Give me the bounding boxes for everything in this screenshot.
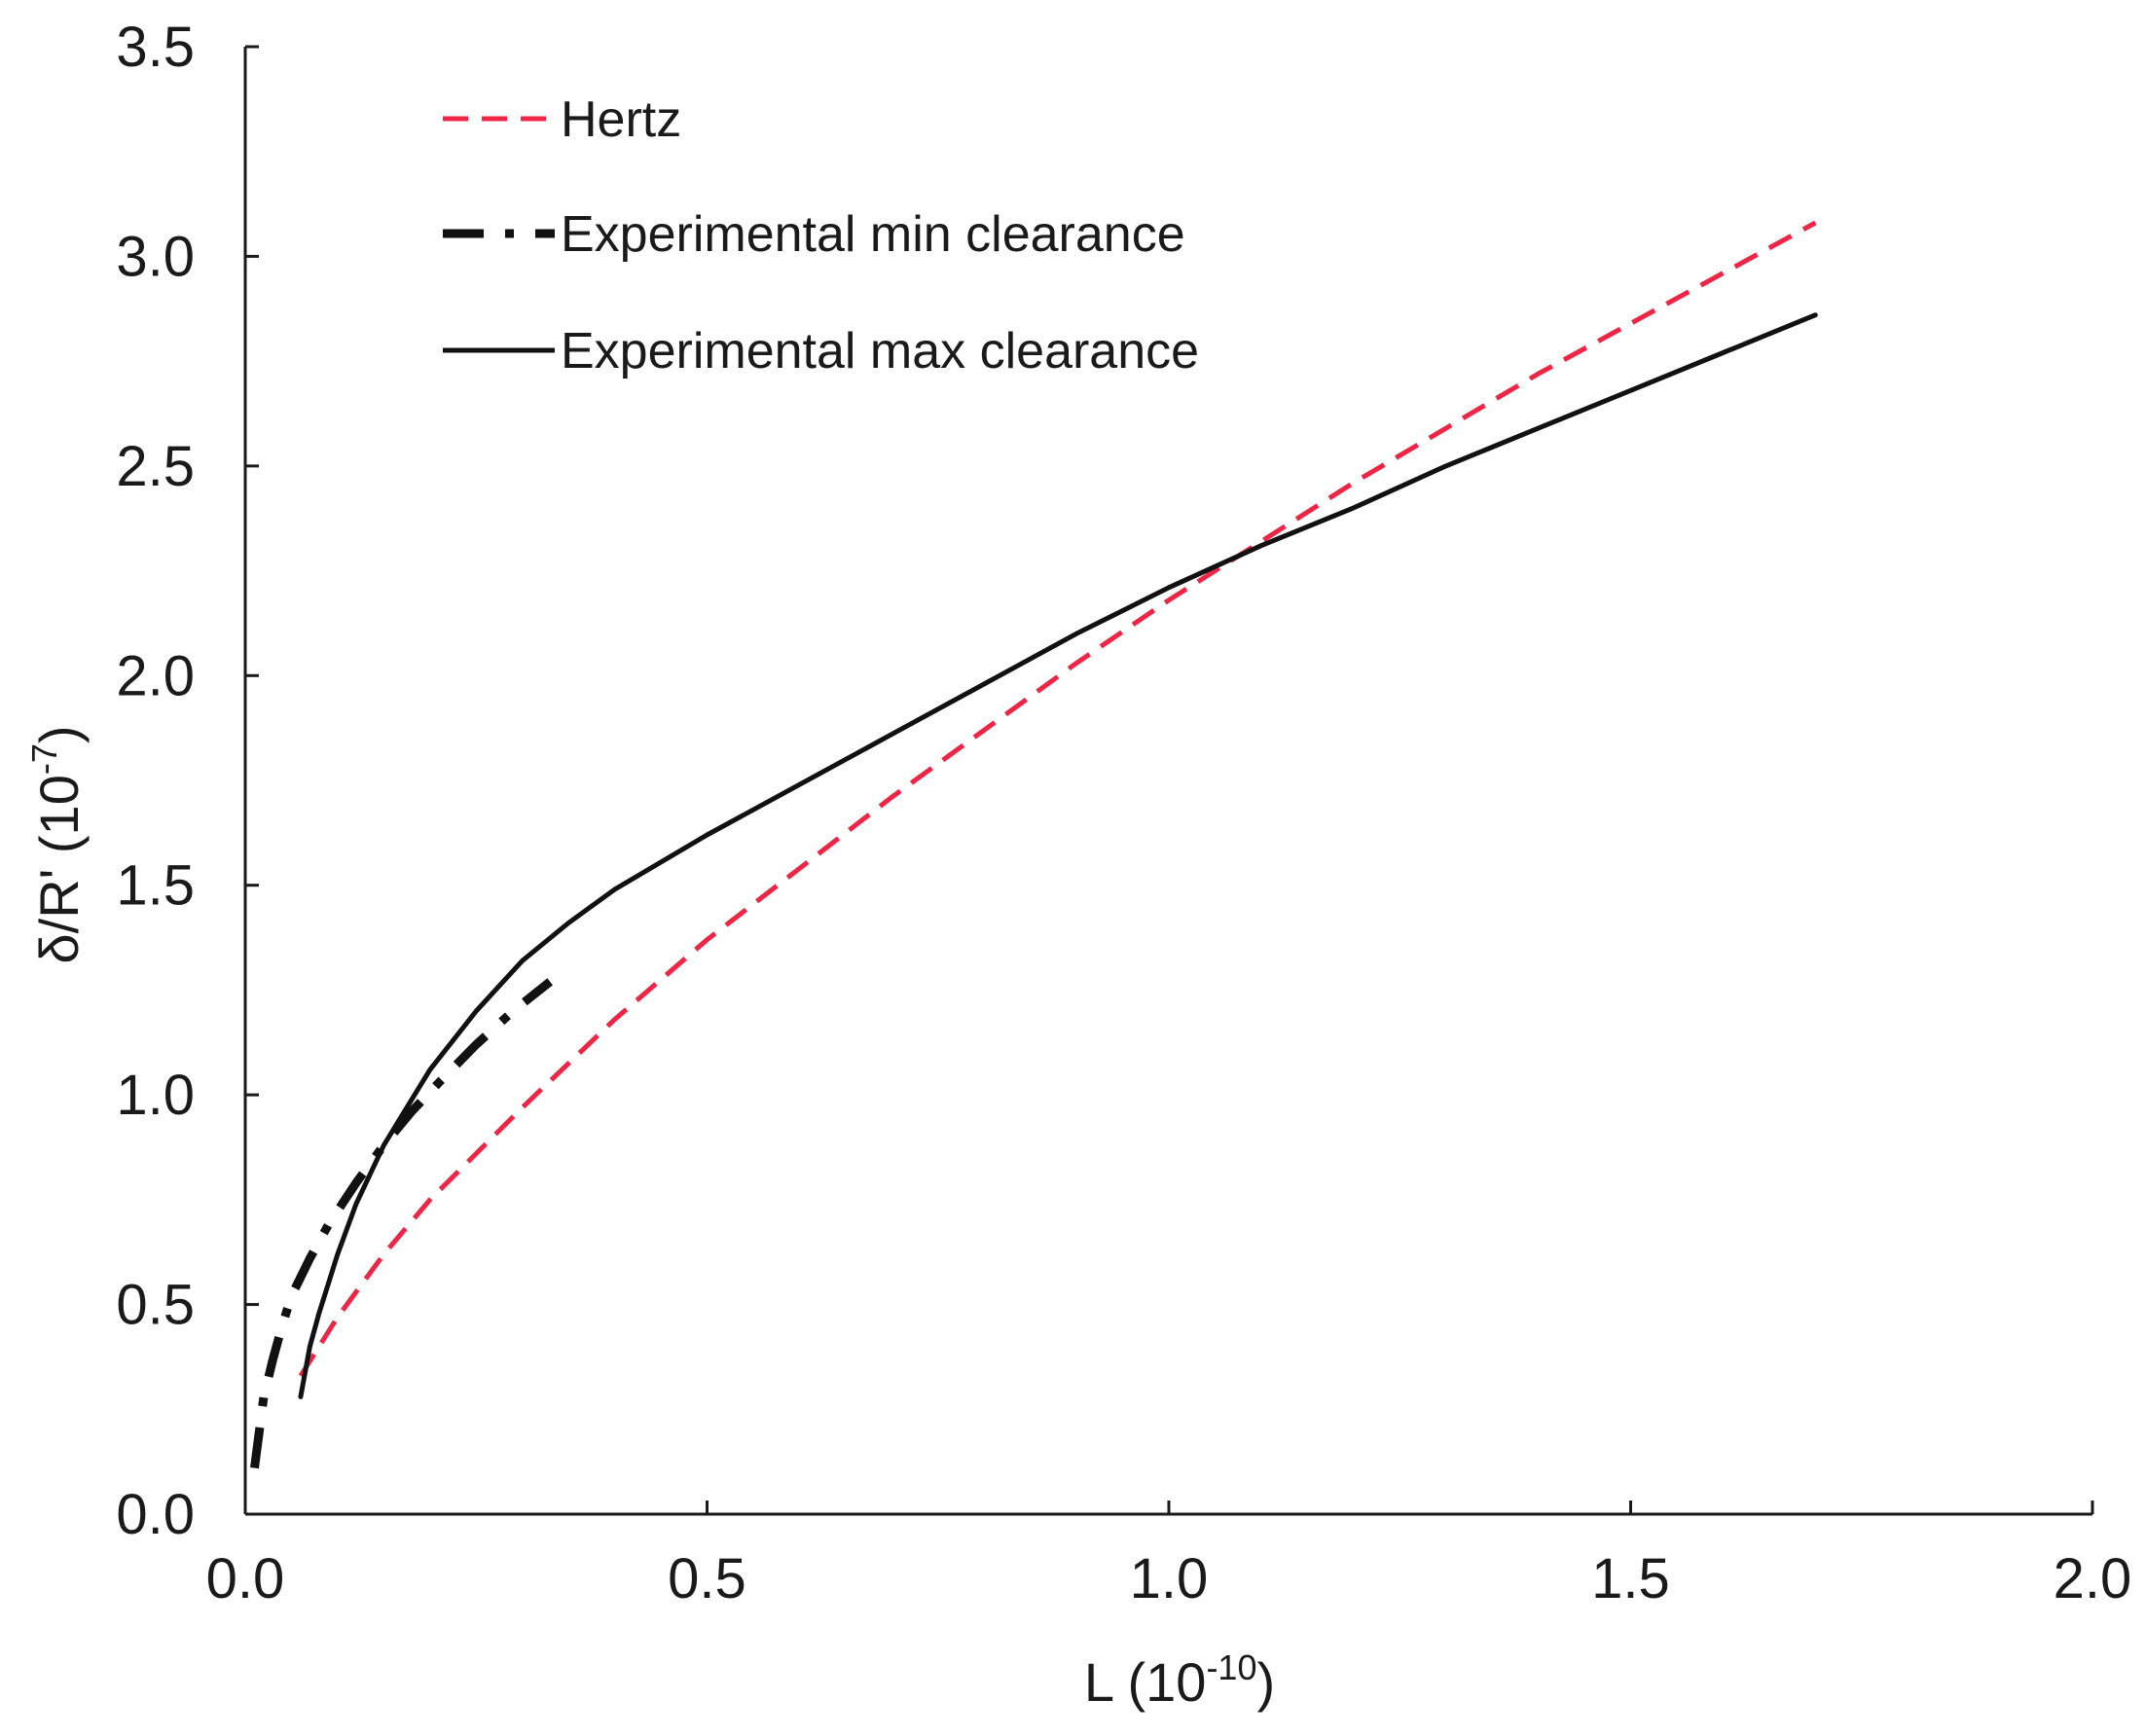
- legend: Hertz Experimental min clearance Experim…: [443, 91, 1199, 380]
- legend-label-hertz: Hertz: [561, 91, 681, 148]
- series-line-experimental-min-clearance: [250, 978, 553, 1469]
- legend-item-hertz: Hertz: [443, 91, 681, 148]
- legend-item-max-clearance: Experimental max clearance: [443, 323, 1199, 380]
- y-tick-label: 1.5: [116, 854, 195, 918]
- series-layer: [250, 220, 1818, 1469]
- x-axis-title-exponent: -10: [1206, 1647, 1256, 1687]
- y-tick-label: 2.0: [116, 644, 195, 707]
- x-axis-title-end: ): [1256, 1651, 1275, 1713]
- legend-label-max-clearance: Experimental max clearance: [561, 323, 1199, 380]
- y-tick-label: 2.5: [116, 435, 195, 498]
- x-tick-label: 1.5: [1591, 1547, 1670, 1610]
- series-line-experimental-max-clearance: [298, 312, 1818, 1399]
- y-tick-label: 1.0: [116, 1064, 195, 1127]
- y-tick-label: 0.0: [116, 1483, 195, 1546]
- y-axis-title-end: ): [28, 725, 90, 743]
- y-tick-label: 3.0: [116, 225, 195, 288]
- y-axis-title-base: δ/R' (10: [28, 775, 90, 963]
- x-axis-title: L (10-10): [1084, 1647, 1275, 1713]
- x-tick-label: 0.0: [206, 1547, 285, 1610]
- x-tick-label: 2.0: [2054, 1547, 2132, 1610]
- x-ticks: 0.0 0.5 1.0 1.5 2.0: [206, 1501, 2132, 1610]
- legend-item-min-clearance: Experimental min clearance: [443, 206, 1185, 263]
- x-tick-label: 0.5: [668, 1547, 746, 1610]
- y-tick-label: 3.5: [116, 16, 195, 79]
- y-axis-title: δ/R' (10-7): [24, 725, 90, 963]
- x-tick-label: 1.0: [1130, 1547, 1209, 1610]
- legend-label-min-clearance: Experimental min clearance: [561, 206, 1185, 263]
- x-axis-title-base: L (10: [1084, 1651, 1207, 1713]
- y-ticks: 0.0 0.5 1.0 1.5 2.0 2.5 3.0 3.5: [116, 16, 259, 1546]
- series-line-hertz: [298, 220, 1817, 1378]
- plot-area: 0.0 0.5 1.0 1.5 2.0 0.0 0.5 1.0 1.5 2.0 2.5 3.0 3.5: [116, 16, 2131, 1610]
- y-axis-title-exponent: -7: [24, 743, 64, 775]
- y-tick-label: 0.5: [116, 1274, 195, 1337]
